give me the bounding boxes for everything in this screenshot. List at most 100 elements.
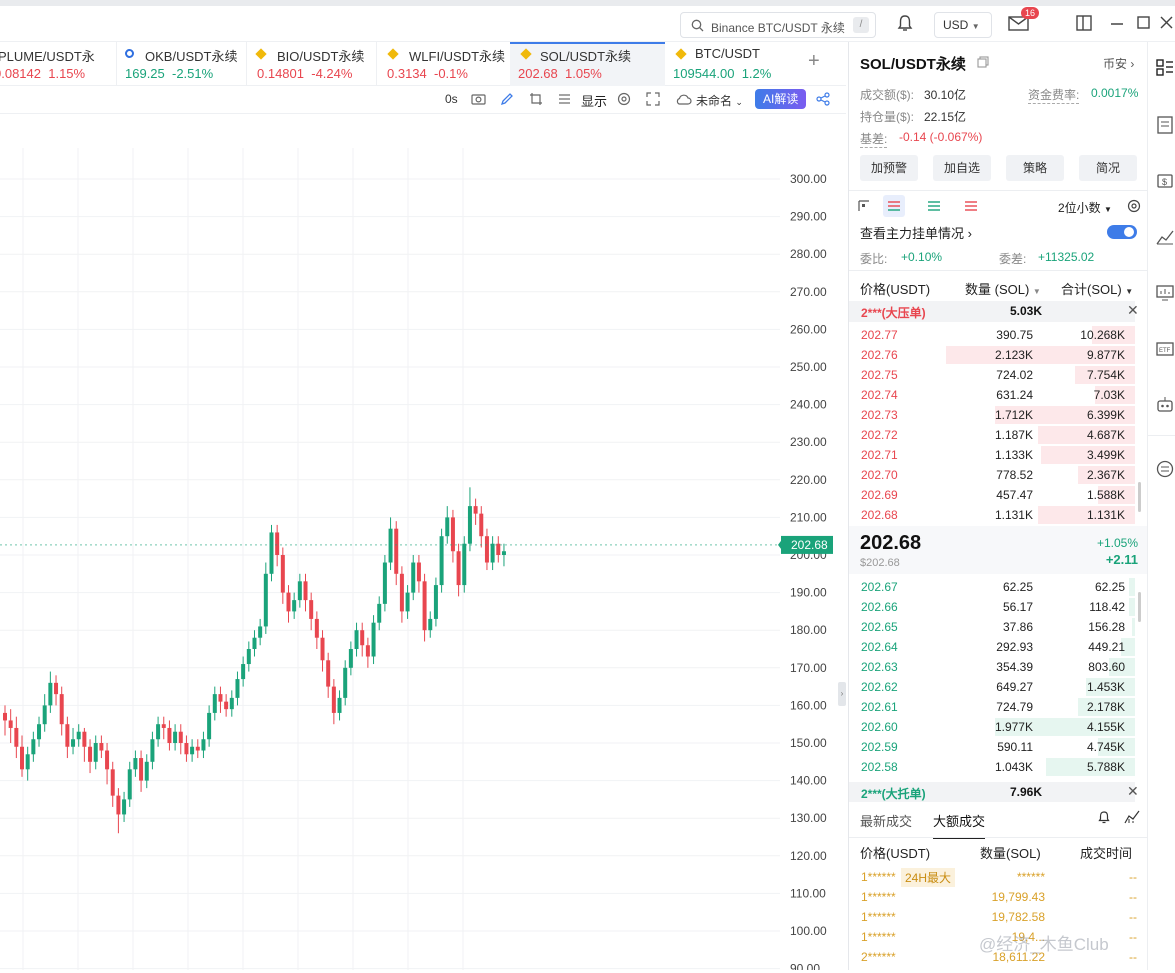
- candle-body: [59, 694, 64, 725]
- tab-latest-trades[interactable]: 最新成交: [860, 814, 913, 829]
- panel-layout-icon[interactable]: [1076, 15, 1092, 31]
- candle-body: [467, 506, 472, 544]
- layout-name[interactable]: 未命名 ⌄: [696, 94, 743, 108]
- bid-total: 449.21: [1088, 640, 1125, 654]
- decimals-select[interactable]: 2位小数 ▼: [1058, 201, 1112, 215]
- ask-amount: 457.47: [996, 488, 1033, 502]
- tab-bio[interactable]: BIO/USDT永续 0.14801 -4.24%: [246, 42, 376, 86]
- panel-collapse-handle[interactable]: ›: [838, 682, 846, 706]
- depth-bar: [1132, 618, 1135, 636]
- chevron-down-icon: ▼: [971, 22, 980, 31]
- book-bids-icon[interactable]: [927, 199, 941, 213]
- bid-row: 202.60 1.977K 4.155K: [849, 717, 1135, 737]
- bid-amount: 724.79: [996, 700, 1033, 714]
- tab-okb[interactable]: OKB/USDT永续 169.25 -2.51%: [116, 42, 246, 86]
- bid-row: 202.58 1.043K 5.788K: [849, 757, 1135, 777]
- chart-line-icon[interactable]: [1124, 810, 1140, 824]
- trend-icon[interactable]: [1156, 228, 1174, 246]
- robot-icon[interactable]: [1156, 396, 1174, 414]
- big-ask-label: 2***(大压单): [861, 306, 926, 320]
- search-placeholder: Binance BTC/USDT 永续: [711, 21, 845, 35]
- display-button[interactable]: 显示: [581, 94, 608, 109]
- settings-icon[interactable]: [617, 92, 631, 106]
- add-tab-button[interactable]: +: [808, 50, 820, 72]
- copy-icon[interactable]: [977, 56, 989, 68]
- bid-amount: 649.27: [996, 680, 1033, 694]
- ask-price: 202.76: [861, 348, 898, 362]
- col-total[interactable]: 合计(SOL) ▼: [1061, 282, 1134, 297]
- close-icon[interactable]: [1160, 16, 1173, 29]
- svg-text:ETF: ETF: [1159, 348, 1171, 354]
- right-sidebar: $ ETF: [1147, 42, 1175, 970]
- add-alert-button[interactable]: 加预警: [860, 155, 918, 181]
- binance-icon: [255, 48, 267, 60]
- list-icon[interactable]: [558, 93, 571, 105]
- ai-analysis-button[interactable]: AI解读: [755, 89, 807, 109]
- overview-button[interactable]: 简况: [1079, 155, 1137, 181]
- bid-total: 156.28: [1088, 620, 1125, 634]
- share-icon[interactable]: [816, 92, 830, 106]
- tab-large-trades[interactable]: 大额成交: [933, 811, 986, 839]
- dollar-icon[interactable]: $: [1156, 172, 1174, 190]
- price-chart[interactable]: 300.00 290.00 280.00 270.00 260.00 250.00 240.…: [0, 148, 846, 973]
- close-icon[interactable]: ✕: [1127, 783, 1139, 799]
- cloud-icon[interactable]: [675, 93, 692, 105]
- y-tick-label: 300.00: [790, 172, 827, 186]
- big-bid-amount: 7.96K: [1010, 785, 1043, 799]
- depth-bar: [1109, 658, 1135, 676]
- candlestick-chart[interactable]: 300.00 290.00 280.00 270.00 260.00 250.00 240.…: [0, 148, 846, 973]
- ask-price: 202.74: [861, 388, 898, 402]
- turnover-label: 成交额($):: [860, 88, 915, 102]
- candle-body: [252, 637, 257, 649]
- tab-quote: 109544.00 1.2%: [673, 66, 772, 81]
- alarm-icon[interactable]: [1097, 810, 1111, 824]
- orderbook-scrollbar[interactable]: [1138, 592, 1141, 622]
- trade-row: 1****** 19,799.43 --: [861, 887, 1137, 907]
- currency-select[interactable]: USD ▼: [934, 12, 992, 38]
- ask-price: 202.69: [861, 488, 898, 502]
- exchange-icon[interactable]: [1156, 460, 1174, 478]
- monitor-chart-icon[interactable]: [1156, 284, 1174, 302]
- add-watchlist-button[interactable]: 加自选: [933, 155, 991, 181]
- bid-price: 202.60: [861, 720, 898, 734]
- book-mode-icon[interactable]: [857, 199, 871, 213]
- pencil-icon[interactable]: [500, 92, 514, 106]
- main-orders-toggle[interactable]: [1107, 225, 1137, 239]
- symbol-tabs: PLUME/USDT永 0.08142 1.15% OKB/USDT永续 169…: [0, 42, 846, 86]
- fullscreen-icon[interactable]: [646, 92, 660, 106]
- book-both-button[interactable]: [883, 195, 905, 217]
- minimize-icon[interactable]: [1110, 22, 1124, 26]
- tab-plume[interactable]: PLUME/USDT永 0.08142 1.15%: [0, 42, 116, 86]
- ask-total: 4.687K: [1086, 428, 1125, 442]
- tab-symbol: PLUME/USDT永: [0, 49, 95, 64]
- tab-quote: 0.08142 1.15%: [0, 66, 86, 81]
- bid-amount: 590.11: [997, 740, 1033, 754]
- bid-row: 202.63 354.39 803.60: [849, 657, 1135, 677]
- main-orders-link[interactable]: 查看主力挂单情况 ›: [860, 226, 972, 241]
- etf-icon[interactable]: ETF: [1156, 340, 1174, 358]
- strategy-button[interactable]: 策略: [1006, 155, 1064, 181]
- exchange-link[interactable]: 币安 ›: [1103, 57, 1135, 71]
- y-tick-label: 170.00: [790, 661, 827, 675]
- search-input[interactable]: Binance BTC/USDT 永续 /: [680, 12, 876, 38]
- close-icon[interactable]: ✕: [1127, 302, 1139, 318]
- bell-icon[interactable]: [896, 14, 914, 32]
- gear-icon[interactable]: [1127, 199, 1141, 213]
- camera-icon[interactable]: [471, 92, 486, 105]
- col-amount[interactable]: 数量 (SOL) ▼: [965, 282, 1041, 297]
- document-icon[interactable]: [1156, 116, 1174, 134]
- tab-sol[interactable]: SOL/USDT永续 202.68 1.05%: [510, 42, 665, 86]
- diff-label: 委差:: [999, 252, 1027, 266]
- book-asks-icon[interactable]: [964, 199, 978, 213]
- tab-btc[interactable]: BTC/USDT 109544.00 1.2%: [665, 42, 795, 86]
- tab-wlfi[interactable]: WLFI/USDT永续 0.3134 -0.1%: [376, 42, 508, 86]
- interval-label[interactable]: 0s: [445, 92, 458, 106]
- last-price-label: 202.68: [791, 538, 828, 552]
- orderbook-scrollbar[interactable]: [1138, 482, 1141, 512]
- crop-icon[interactable]: [529, 92, 543, 106]
- bid-price: 202.58: [861, 760, 898, 774]
- orderbook-icon[interactable]: [1156, 59, 1174, 77]
- maximize-icon[interactable]: [1137, 16, 1150, 29]
- mail-icon[interactable]: [1008, 15, 1030, 32]
- candle-body: [360, 630, 365, 646]
